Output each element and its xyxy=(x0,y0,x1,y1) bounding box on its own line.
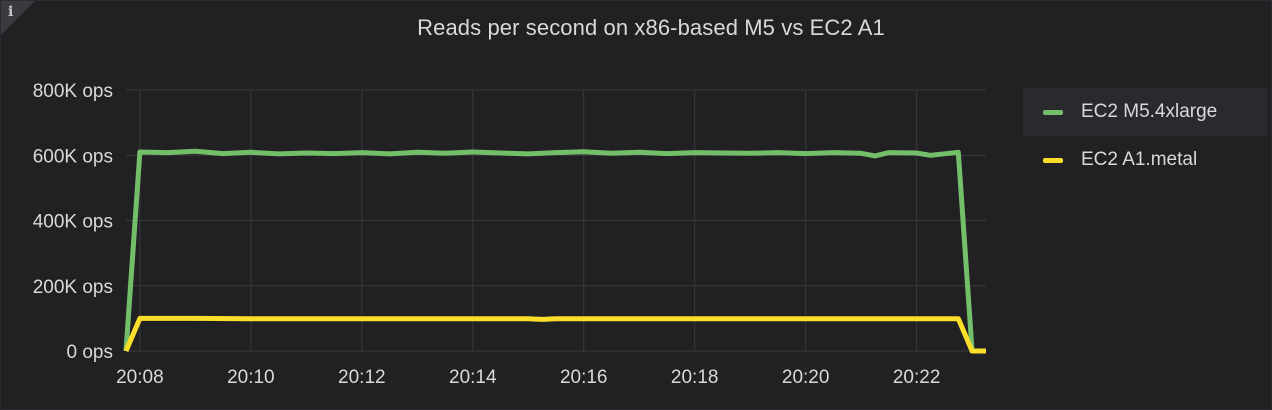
x-tick-label: 20:18 xyxy=(671,367,719,388)
y-tick-label: 0 ops xyxy=(67,342,113,363)
legend: EC2 M5.4xlarge EC2 A1.metal xyxy=(1023,88,1267,184)
legend-swatch xyxy=(1043,109,1063,115)
legend-item[interactable]: EC2 M5.4xlarge xyxy=(1023,88,1267,136)
chart-title: Reads per second on x86-based M5 vs EC2 … xyxy=(417,15,885,40)
info-icon[interactable]: i xyxy=(8,4,14,20)
series-line-1 xyxy=(123,148,986,354)
y-tick-label: 400K ops xyxy=(33,212,113,233)
y-tick-label: 800K ops xyxy=(33,81,113,102)
legend-label: EC2 A1.metal xyxy=(1081,149,1198,170)
y-tick-label: 600K ops xyxy=(33,146,113,167)
x-tick-label: 20:16 xyxy=(560,367,608,388)
y-tick-label: 200K ops xyxy=(33,277,113,298)
info-corner[interactable] xyxy=(1,1,35,35)
legend-label: EC2 M5.4xlarge xyxy=(1081,101,1218,122)
x-tick-label: 20:08 xyxy=(116,367,164,388)
x-tick-label: 20:22 xyxy=(893,367,941,388)
x-tick-label: 20:20 xyxy=(782,367,830,388)
x-tick-label: 20:10 xyxy=(227,367,275,388)
x-tick-label: 20:12 xyxy=(338,367,386,388)
series-line-2 xyxy=(123,315,986,354)
x-tick-label: 20:14 xyxy=(449,367,497,388)
legend-item[interactable]: EC2 A1.metal xyxy=(1023,136,1267,184)
plot-area: 0 ops 200K ops 400K ops 600K ops 800K ops 20:… xyxy=(33,81,987,388)
legend-swatch xyxy=(1043,157,1063,163)
